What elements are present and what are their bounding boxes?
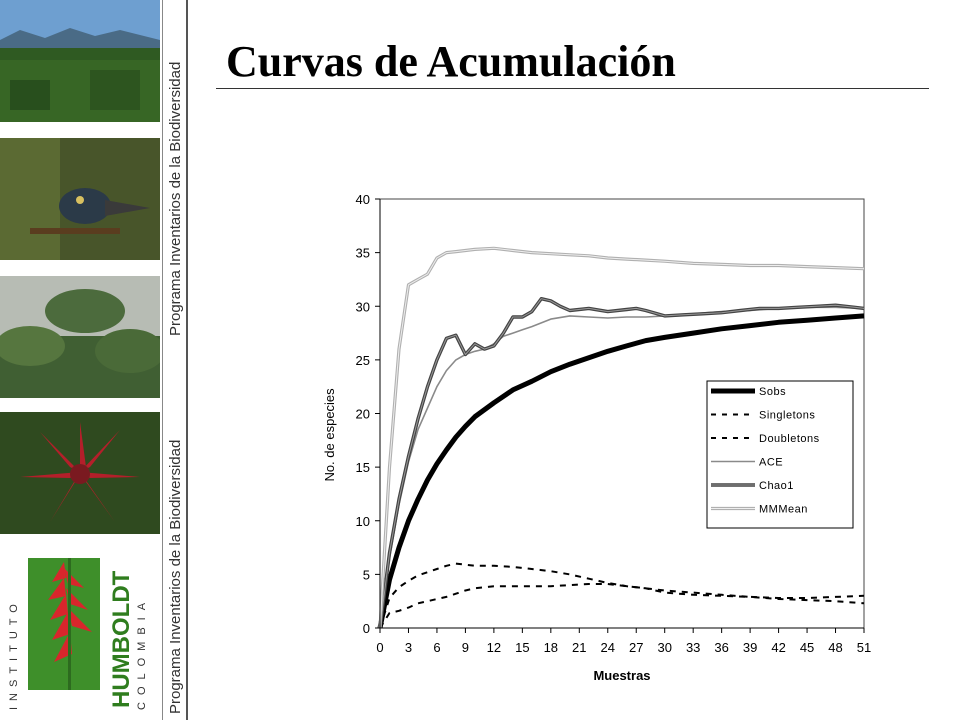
x-tick-label: 18 bbox=[544, 640, 558, 655]
y-tick-label: 40 bbox=[356, 192, 370, 207]
y-axis-label: No. de especies bbox=[322, 388, 337, 482]
series-layer bbox=[377, 246, 865, 629]
vertical-text-bar: Programa Inventarios de la Biodiversidad… bbox=[162, 0, 188, 720]
x-tick-label: 24 bbox=[601, 640, 615, 655]
x-tick-label: 21 bbox=[572, 640, 586, 655]
y-tick-label: 0 bbox=[363, 621, 370, 636]
x-tick-label: 33 bbox=[686, 640, 700, 655]
y-tick-label: 15 bbox=[356, 460, 370, 475]
series-line-mmmean bbox=[379, 247, 865, 629]
logo-colombia-text: COLOMBIA bbox=[136, 595, 148, 710]
toucan-photo bbox=[0, 138, 160, 260]
series-line-doubletons bbox=[379, 583, 865, 629]
logo-instituto-text: INSTITUTO bbox=[8, 598, 20, 710]
x-tick-label: 42 bbox=[771, 640, 785, 655]
y-tick-label: 35 bbox=[356, 246, 370, 261]
vertical-text-bottom: Programa Inventarios de la Biodiversidad bbox=[167, 439, 184, 714]
x-tick-label: 45 bbox=[800, 640, 814, 655]
y-tick-label: 30 bbox=[356, 299, 370, 314]
landscape-photo bbox=[0, 0, 160, 122]
legend-label-chao1: Chao1 bbox=[759, 480, 794, 492]
x-tick-label: 12 bbox=[487, 640, 501, 655]
x-axis-label: Muestras bbox=[593, 668, 650, 683]
x-tick-label: 48 bbox=[828, 640, 842, 655]
series-line-chao1 bbox=[379, 298, 865, 629]
x-tick-label: 15 bbox=[515, 640, 529, 655]
legend-label-ace: ACE bbox=[759, 457, 783, 469]
x-tick-label: 9 bbox=[462, 640, 469, 655]
legend-label-doubletons: Doubletons bbox=[759, 433, 820, 445]
title-underline bbox=[216, 88, 929, 89]
x-tick-label: 39 bbox=[743, 640, 757, 655]
forest-photo bbox=[0, 276, 160, 398]
legend-label-sobs: Sobs bbox=[759, 386, 786, 398]
logo-humboldt-text: HUMBOLDT bbox=[108, 570, 135, 708]
x-tick-label: 36 bbox=[714, 640, 728, 655]
sidebar: INSTITUTO HUMBOLDT COLOMBIA bbox=[0, 0, 188, 720]
series-line-singletons bbox=[379, 562, 865, 629]
flower-photo bbox=[0, 412, 160, 534]
vertical-text-top: Programa Inventarios de la Biodiversidad bbox=[167, 61, 184, 336]
legend-box bbox=[706, 380, 854, 529]
humboldt-logo: INSTITUTO HUMBOLDT COLOMBIA bbox=[0, 538, 160, 720]
y-tick-label: 20 bbox=[356, 407, 370, 422]
y-tick-label: 10 bbox=[356, 514, 370, 529]
y-tick-label: 5 bbox=[363, 567, 370, 582]
legend-label-mmmean: MMMean bbox=[759, 504, 808, 516]
x-tick-label: 0 bbox=[376, 640, 383, 655]
x-tick-label: 27 bbox=[629, 640, 643, 655]
legend-label-singletons: Singletons bbox=[759, 410, 815, 422]
slide-title: Curvas de Acumulación bbox=[226, 37, 676, 86]
x-tick-label: 30 bbox=[657, 640, 671, 655]
legend: Sobs Singletons Doubletons ACE Chao1 MMMean bbox=[706, 380, 854, 529]
y-tick-label: 25 bbox=[356, 353, 370, 368]
x-tick-label: 6 bbox=[433, 640, 440, 655]
x-tick-label: 51 bbox=[857, 640, 871, 655]
x-tick-label: 3 bbox=[405, 640, 412, 655]
series-line-sobs bbox=[377, 313, 865, 629]
